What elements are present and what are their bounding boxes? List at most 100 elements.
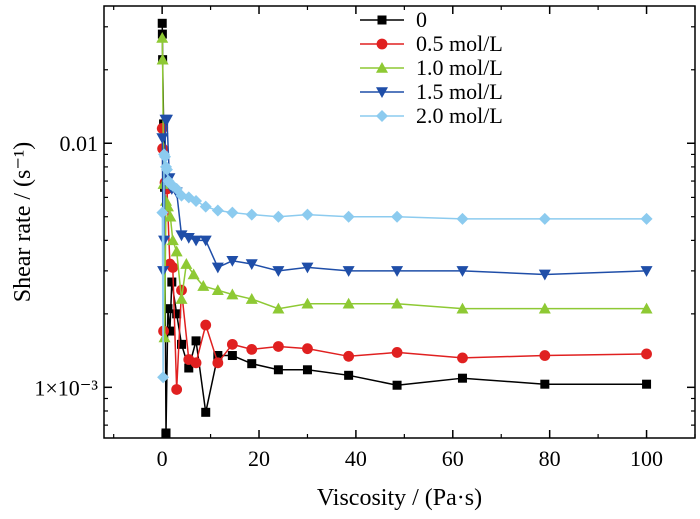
data-point — [170, 245, 183, 257]
data-point — [157, 18, 167, 28]
data-point — [161, 428, 171, 438]
y-tick-label: 0.01 — [60, 131, 99, 156]
data-point — [160, 114, 173, 126]
y-axis-title: Shear rate / (s⁻¹) — [10, 142, 36, 302]
data-point — [176, 284, 187, 296]
data-point — [342, 210, 355, 223]
data-point — [641, 348, 652, 360]
data-point — [199, 235, 212, 247]
data-point — [212, 357, 224, 369]
data-point — [642, 379, 652, 389]
legend-label: 2.0 mol/L — [416, 103, 503, 128]
data-point — [156, 206, 169, 219]
data-point — [156, 133, 169, 145]
x-tick-label: 0 — [157, 446, 168, 471]
plot-frame — [103, 5, 696, 439]
legend-marker — [376, 87, 388, 98]
data-point — [245, 259, 258, 271]
data-point — [167, 261, 179, 273]
legend-marker — [377, 15, 387, 25]
data-point — [163, 304, 173, 314]
series-3 — [156, 114, 653, 281]
data-point — [392, 380, 402, 390]
data-point — [342, 297, 355, 309]
data-point — [640, 212, 653, 225]
data-point — [190, 235, 203, 247]
series-0 — [157, 18, 652, 438]
legend-label: 0 — [416, 7, 427, 32]
data-point — [245, 208, 258, 221]
data-point — [227, 351, 237, 361]
data-point — [342, 266, 355, 277]
data-point — [301, 262, 314, 274]
data-point — [213, 351, 223, 361]
data-point — [456, 266, 469, 277]
data-point — [200, 319, 212, 331]
x-tick-label: 80 — [539, 446, 561, 471]
data-point — [159, 150, 172, 163]
series-2 — [156, 31, 653, 343]
data-point — [211, 262, 224, 274]
legend: 00.5 mol/L1.0 mol/L1.5 mol/L2.0 mol/L — [360, 7, 503, 128]
data-point — [226, 255, 239, 267]
data-point — [165, 326, 175, 336]
legend-marker — [376, 38, 388, 50]
data-point — [175, 293, 188, 304]
data-point — [538, 269, 551, 281]
data-point — [391, 297, 404, 309]
data-point — [538, 302, 551, 314]
data-point — [457, 373, 467, 383]
x-tick-label: 100 — [630, 446, 663, 471]
data-point — [456, 302, 469, 314]
data-point — [211, 204, 224, 217]
data-point — [391, 347, 403, 358]
data-point — [190, 194, 203, 207]
series-line — [161, 23, 647, 434]
x-tick-label: 60 — [442, 446, 464, 471]
data-point — [156, 53, 169, 65]
x-tick-label: 20 — [248, 446, 270, 471]
y-tick-label: 1×10⁻³ — [34, 375, 98, 400]
data-point — [247, 359, 257, 369]
data-point — [180, 258, 193, 269]
data-point — [640, 302, 653, 314]
data-point — [302, 343, 313, 355]
data-point — [272, 266, 285, 277]
data-point — [201, 407, 211, 417]
data-point — [301, 208, 314, 221]
data-point — [160, 163, 173, 176]
data-point — [391, 210, 404, 223]
data-point — [226, 288, 239, 300]
data-point — [246, 344, 258, 355]
data-point — [343, 350, 355, 362]
legend-label: 0.5 mol/L — [416, 31, 503, 56]
data-point — [540, 379, 550, 389]
data-point — [539, 350, 551, 361]
data-point — [226, 338, 238, 350]
data-point — [272, 302, 285, 314]
data-point — [538, 212, 551, 225]
series-line — [161, 37, 647, 338]
data-point — [158, 331, 171, 343]
data-point — [272, 210, 285, 223]
data-point — [344, 370, 354, 380]
data-point — [171, 384, 183, 395]
legend-label: 1.0 mol/L — [416, 55, 503, 80]
legend-label: 1.5 mol/L — [416, 79, 503, 104]
data-point — [245, 293, 258, 304]
data-point — [191, 336, 201, 346]
data-point — [457, 352, 468, 364]
data-point — [273, 365, 283, 375]
data-point — [301, 297, 314, 309]
series-4 — [156, 148, 653, 384]
legend-marker — [376, 62, 388, 73]
data-point — [211, 284, 224, 295]
series-line — [161, 118, 647, 276]
data-point — [391, 266, 404, 277]
data-point — [156, 31, 169, 43]
data-point — [157, 371, 170, 384]
data-point — [640, 266, 653, 277]
data-point — [187, 268, 200, 280]
data-point — [272, 341, 284, 352]
